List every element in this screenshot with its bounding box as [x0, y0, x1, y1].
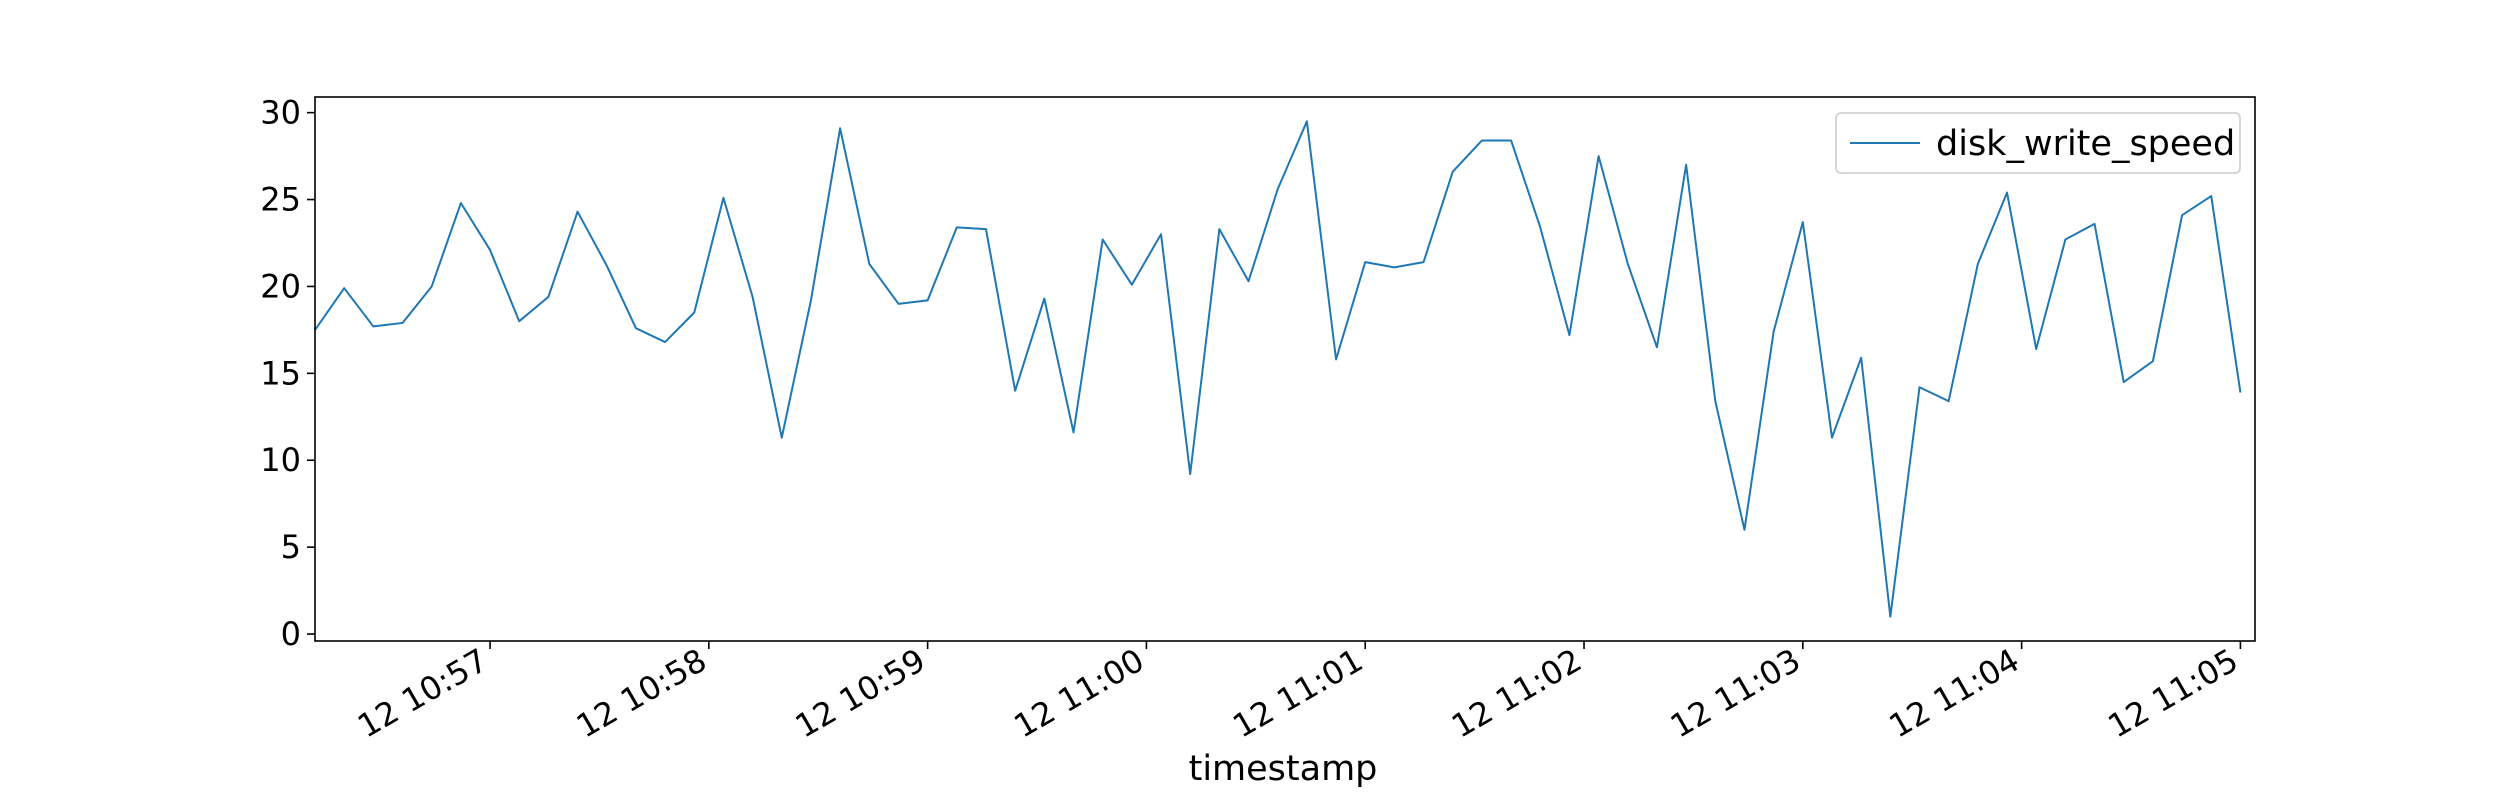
y-tick-label: 30	[260, 94, 301, 132]
x-tick-label: 12 11:03	[1664, 641, 1807, 745]
y-tick-label: 20	[260, 267, 301, 305]
plot-frame	[314, 96, 2256, 642]
y-tick-label: 5	[281, 528, 301, 566]
x-tick-label: 12 11:04	[1883, 641, 2026, 745]
x-axis-title: timestamp	[1189, 749, 1378, 789]
y-tick-label: 0	[281, 615, 301, 653]
y-axis: 0 5 10 15 20 25 30	[260, 94, 315, 653]
series-line-disk_write_speed	[314, 120, 2242, 618]
legend-box	[1835, 112, 2241, 174]
x-tick-label: 12 11:05	[2101, 641, 2244, 745]
x-tick-label: 12 10:57	[351, 641, 494, 745]
x-tick-label: 12 10:58	[570, 641, 713, 745]
x-axis: 12 10:57 12 10:58 12 10:59 12 11:00 12 11:01…	[351, 641, 2244, 745]
x-tick-label: 12 11:02	[1445, 641, 1588, 745]
x-tick-label: 12 10:59	[789, 641, 932, 745]
y-tick-label: 10	[260, 441, 301, 479]
y-tick-label: 15	[260, 354, 301, 392]
legend: disk_write_speed	[1835, 112, 2241, 174]
x-tick-label: 12 11:00	[1007, 641, 1150, 745]
y-tick-label: 25	[260, 181, 301, 219]
plot-area	[314, 96, 2256, 642]
x-tick-label: 12 11:01	[1226, 641, 1369, 745]
legend-label: disk_write_speed	[1936, 124, 2235, 164]
